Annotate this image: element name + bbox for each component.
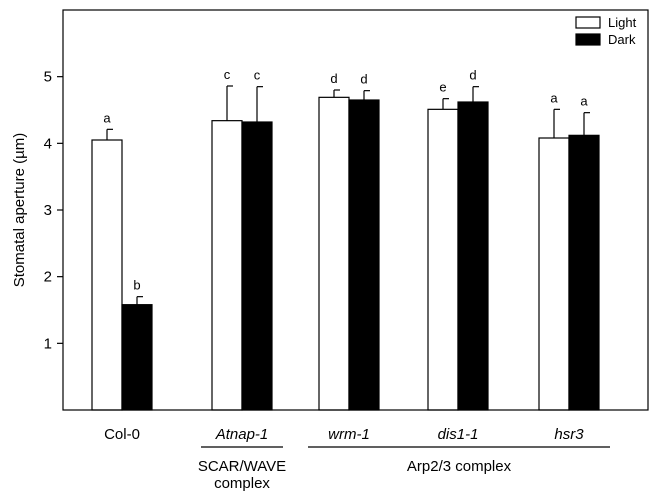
group-label: SCAR/WAVE — [198, 458, 286, 475]
bar-light-1 — [211, 120, 243, 411]
bars-layer — [91, 96, 600, 411]
y-tick-label: 5 — [44, 69, 52, 86]
significance-letter: c — [254, 68, 261, 83]
significance-letter: a — [103, 110, 111, 125]
legend-label-light: Light — [608, 15, 637, 30]
error-bars-layer — [106, 85, 590, 305]
bar-dark-0 — [121, 304, 153, 411]
y-axis-label: Stomatal aperture (µm) — [11, 133, 28, 288]
y-tick-label: 2 — [44, 269, 52, 286]
legend-swatch-dark — [575, 33, 601, 46]
category-labels-layer: Col-0 Atnap-1 wrm-1 dis1-1 hsr3 — [104, 426, 584, 443]
legend-label-dark: Dark — [608, 32, 636, 47]
significance-letter: d — [469, 68, 476, 83]
significance-letter: d — [360, 72, 367, 87]
bar-light-3 — [427, 108, 459, 411]
bar-dark-2 — [348, 99, 380, 411]
group-label: complex — [214, 475, 270, 492]
y-ticks-layer: 1 2 3 4 5 — [44, 69, 63, 352]
category-label: Col-0 — [104, 426, 140, 443]
category-label: Atnap-1 — [215, 426, 269, 443]
legend-swatch-light — [575, 16, 601, 29]
significance-letter: d — [330, 71, 337, 86]
significance-letter: a — [550, 90, 558, 105]
y-tick-label: 1 — [44, 335, 52, 352]
y-tick-label: 4 — [44, 135, 52, 152]
bar-light-4 — [538, 137, 570, 411]
bar-light-0 — [91, 139, 123, 411]
bar-dark-1 — [241, 121, 273, 411]
bar-dark-4 — [568, 134, 600, 411]
group-label: Arp2/3 complex — [407, 458, 512, 475]
category-label: dis1-1 — [438, 426, 479, 443]
significance-letter: c — [224, 67, 231, 82]
significance-letter: b — [133, 278, 140, 293]
legend: Light Dark — [575, 15, 637, 47]
bar-light-2 — [318, 96, 350, 411]
bar-dark-3 — [457, 101, 489, 411]
category-label: wrm-1 — [328, 426, 370, 443]
y-tick-label: 3 — [44, 202, 52, 219]
significance-labels-layer: a c d e a b c d d a — [103, 67, 588, 293]
significance-letter: a — [580, 94, 588, 109]
significance-letter: e — [439, 80, 446, 95]
category-label: hsr3 — [554, 426, 584, 443]
